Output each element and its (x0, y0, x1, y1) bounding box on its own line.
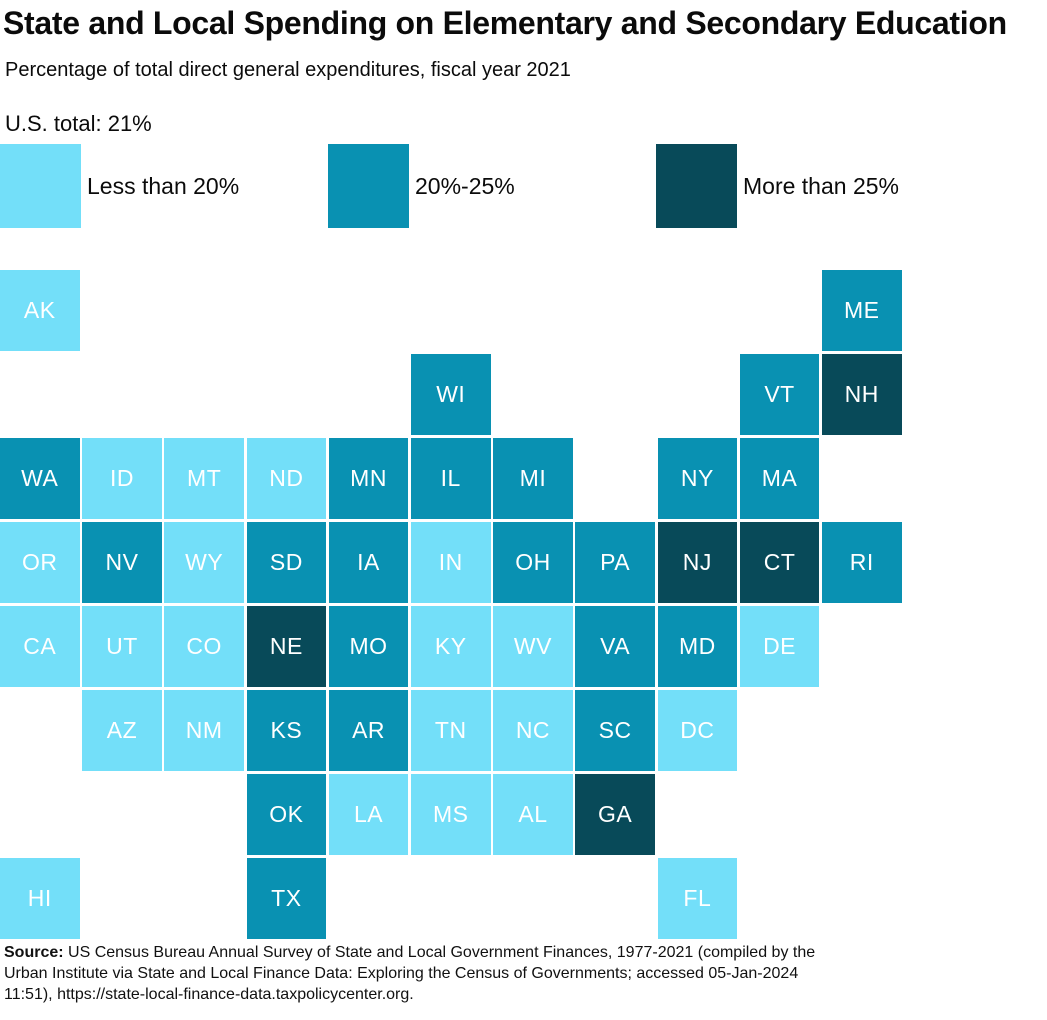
state-tile-MA: MA (739, 438, 820, 519)
state-tile-OK: OK (246, 774, 327, 855)
state-tile-LA: LA (328, 774, 409, 855)
state-tile-PA: PA (575, 522, 655, 603)
state-tile-MN: MN (328, 438, 409, 519)
state-tile-CA: CA (0, 606, 80, 687)
source-label: Source: (4, 944, 64, 961)
state-tile-KY: KY (411, 606, 491, 687)
state-tile-AR: AR (328, 690, 409, 771)
state-tile-WI: WI (411, 354, 491, 435)
state-tile-MI: MI (493, 438, 573, 519)
legend-swatch-20-25 (328, 144, 409, 228)
state-tile-MO: MO (328, 606, 409, 687)
state-tile-NE: NE (246, 606, 327, 687)
state-tile-VA: VA (575, 606, 655, 687)
state-tile-CT: CT (739, 522, 820, 603)
state-tile-NJ: NJ (657, 522, 738, 603)
legend-swatch-more-than-25 (656, 144, 737, 228)
state-tile-ID: ID (82, 438, 162, 519)
state-tile-GA: GA (575, 774, 655, 855)
state-tile-OR: OR (0, 522, 80, 603)
legend-label-less-than-20: Less than 20% (87, 172, 240, 199)
state-tile-NC: NC (493, 690, 573, 771)
state-tile-CO: CO (164, 606, 244, 687)
state-tile-HI: HI (0, 858, 80, 939)
state-tile-OH: OH (493, 522, 573, 603)
chart-subtitle: Percentage of total direct general expen… (5, 59, 571, 81)
legend-item-less-than-20: Less than 20% (0, 144, 239, 228)
state-tile-WV: WV (493, 606, 573, 687)
state-tile-SD: SD (246, 522, 327, 603)
state-tile-SC: SC (575, 690, 655, 771)
state-tile-NM: NM (164, 690, 244, 771)
state-tile-ND: ND (246, 438, 327, 519)
legend: Less than 20% 20%-25% More than 25% (0, 144, 1047, 228)
source-note: Source: US Census Bureau Annual Survey o… (4, 942, 904, 1005)
state-tile-FL: FL (657, 858, 738, 939)
state-tile-IL: IL (411, 438, 491, 519)
state-tile-WA: WA (0, 438, 80, 519)
state-tile-MD: MD (657, 606, 738, 687)
chart-title: State and Local Spending on Elementary a… (3, 5, 1007, 41)
legend-swatch-less-than-20 (0, 144, 81, 228)
state-tile-WY: WY (164, 522, 244, 603)
source-line-3: 11:51), https://state-local-finance-data… (4, 986, 414, 1003)
source-line-2: Urban Institute via State and Local Fina… (4, 965, 799, 982)
us-total-note: U.S. total: 21% (5, 111, 152, 136)
state-tile-IA: IA (328, 522, 409, 603)
state-tile-VT: VT (739, 354, 820, 435)
source-line-1: Source: US Census Bureau Annual Survey o… (4, 944, 816, 961)
state-tile-KS: KS (246, 690, 327, 771)
state-tile-RI: RI (822, 522, 902, 603)
state-tile-NV: NV (82, 522, 162, 603)
state-tile-DE: DE (739, 606, 820, 687)
legend-item-more-than-25: More than 25% (656, 144, 899, 228)
state-tile-AK: AK (0, 270, 80, 351)
state-tile-MT: MT (164, 438, 244, 519)
state-tile-IN: IN (411, 522, 491, 603)
state-tile-NY: NY (657, 438, 738, 519)
state-tile-DC: DC (657, 690, 738, 771)
legend-label-more-than-25: More than 25% (743, 172, 899, 199)
state-tile-AL: AL (493, 774, 573, 855)
state-tile-TX: TX (246, 858, 327, 939)
state-tile-NH: NH (822, 354, 902, 435)
state-tile-AZ: AZ (82, 690, 162, 771)
legend-item-20-25: 20%-25% (328, 144, 515, 228)
state-tile-UT: UT (82, 606, 162, 687)
state-tile-ME: ME (822, 270, 902, 351)
state-tile-TN: TN (411, 690, 491, 771)
state-tile-MS: MS (411, 774, 491, 855)
legend-label-20-25: 20%-25% (415, 172, 515, 199)
